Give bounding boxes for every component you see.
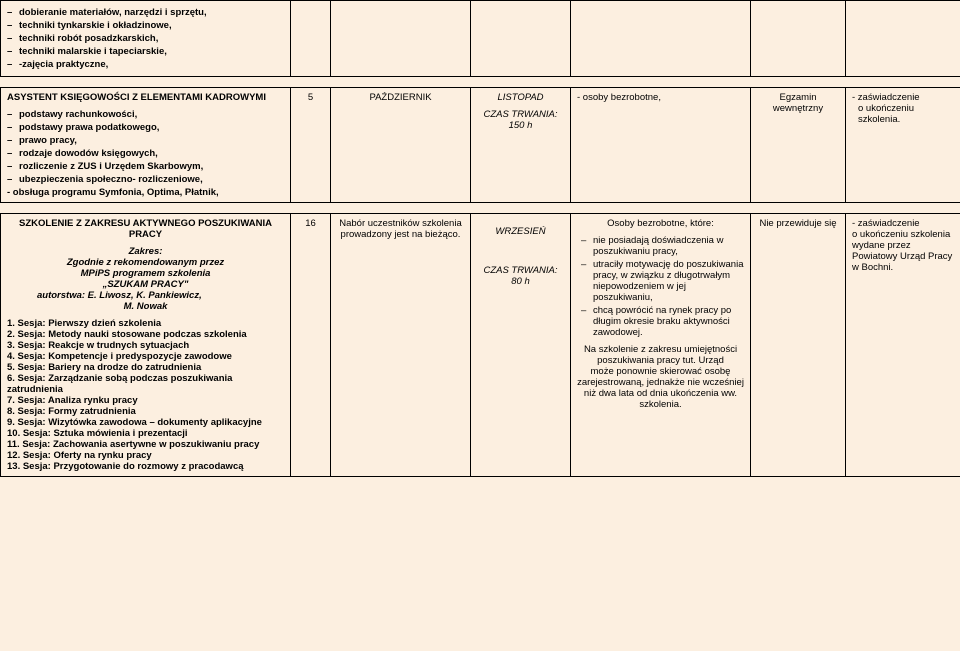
- list-item: podstawy rachunkowości,: [7, 109, 284, 120]
- cert-line: - zaświadczenie: [852, 92, 954, 103]
- list-item: techniki tynkarskie i okładzinowe,: [7, 20, 284, 31]
- spacer-row: [1, 77, 960, 88]
- list-item: podstawy prawa podatkowego,: [7, 122, 284, 133]
- session-line: 3. Sesja: Reakcje w trudnych sytuacjach: [7, 340, 284, 351]
- session-line: zatrudnienia: [7, 384, 284, 395]
- empty-cell: [291, 1, 331, 77]
- list-item: dobieranie materiałów, narzędzi i sprzęt…: [7, 7, 284, 18]
- target-cell: - osoby bezrobotne,: [571, 88, 751, 203]
- program-line: MPiPS programem szkolenia: [7, 268, 284, 279]
- exam-cell: Egzamin wewnętrzny: [751, 88, 846, 203]
- cert-line: o ukończeniu szkolenia.: [852, 103, 954, 125]
- duration-value: 150 h: [477, 120, 564, 131]
- cell-content: ASYSTENT KSIĘGOWOŚCI Z ELEMENTAMI KADROW…: [1, 88, 291, 203]
- table-row: dobieranie materiałów, narzędzi i sprzęt…: [1, 1, 960, 77]
- session-line: 12. Sesja: Oferty na rynku pracy: [7, 450, 284, 461]
- list-item: -zajęcia praktyczne,: [7, 59, 284, 70]
- list-item: chcą powrócić na rynek pracy po długim o…: [577, 305, 744, 338]
- period-cell: WRZESIEŃ CZAS TRWANIA: 80 h: [471, 214, 571, 477]
- program-line: „SZUKAM PRACY": [7, 279, 284, 290]
- period-cell: LISTOPAD CZAS TRWANIA: 150 h: [471, 88, 571, 203]
- empty-cell: [331, 1, 471, 77]
- list-item: rodzaje dowodów księgowych,: [7, 148, 284, 159]
- month-cell: PAŹDZIERNIK: [331, 88, 471, 203]
- list-item: ubezpieczenia społeczno- rozliczeniowe,: [7, 174, 284, 185]
- target-list: nie posiadają doświadczenia w poszukiwan…: [577, 235, 744, 338]
- list-item: utraciły motywację do poszukiwania pracy…: [577, 259, 744, 303]
- count-cell: 5: [291, 88, 331, 203]
- session-line: 8. Sesja: Formy zatrudnienia: [7, 406, 284, 417]
- document-table: dobieranie materiałów, narzędzi i sprzęt…: [0, 0, 960, 477]
- item-list: podstawy rachunkowości, podstawy prawa p…: [7, 109, 284, 185]
- program-line: Zgodnie z rekomendowanym przez: [7, 257, 284, 268]
- session-line: 7. Sesja: Analiza rynku pracy: [7, 395, 284, 406]
- duration-value: 80 h: [477, 276, 564, 287]
- empty-cell: [751, 1, 846, 77]
- enroll-cell: Nabór uczestników szkolenia prowadzony j…: [331, 214, 471, 477]
- duration-label: CZAS TRWANIA:: [477, 265, 564, 276]
- cell-content: dobieranie materiałów, narzędzi i sprzęt…: [1, 1, 291, 77]
- cell-content: SZKOLENIE Z ZAKRESU AKTYWNEGO POSZUKIWAN…: [1, 214, 291, 477]
- list-item: nie posiadają doświadczenia w poszukiwan…: [577, 235, 744, 257]
- session-line: 10. Sesja: Sztuka mówienia i prezentacji: [7, 428, 284, 439]
- empty-cell: [571, 1, 751, 77]
- period-label: LISTOPAD: [477, 92, 564, 103]
- list-item: techniki malarskie i tapeciarskie,: [7, 46, 284, 57]
- empty-cell: [471, 1, 571, 77]
- cert-cell: - zaświadczenie o ukończeniu szkolenia.: [846, 88, 960, 203]
- list-item: techniki robót posadzkarskich,: [7, 33, 284, 44]
- count-cell: 16: [291, 214, 331, 477]
- session-line: 2. Sesja: Metody nauki stosowane podczas…: [7, 329, 284, 340]
- duration-label: CZAS TRWANIA:: [477, 109, 564, 120]
- spacer-row: [1, 203, 960, 214]
- target-head: Osoby bezrobotne, które:: [577, 218, 744, 229]
- list-item: prawo pracy,: [7, 135, 284, 146]
- session-line: 11. Sesja: Zachowania asertywne w poszuk…: [7, 439, 284, 450]
- sessions-block: 1. Sesja: Pierwszy dzień szkolenia 2. Se…: [7, 318, 284, 472]
- table-row: ASYSTENT KSIĘGOWOŚCI Z ELEMENTAMI KADROW…: [1, 88, 960, 203]
- zakres-label: Zakres:: [7, 246, 284, 257]
- session-line: 5. Sesja: Bariery na drodze do zatrudnie…: [7, 362, 284, 373]
- session-line: 4. Sesja: Kompetencje i predyspozycje za…: [7, 351, 284, 362]
- tail-item: - obsługa programu Symfonia, Optima, Pła…: [7, 187, 284, 198]
- course-title: ASYSTENT KSIĘGOWOŚCI Z ELEMENTAMI KADROW…: [7, 92, 284, 103]
- session-line: 9. Sesja: Wizytówka zawodowa – dokumenty…: [7, 417, 284, 428]
- item-list: dobieranie materiałów, narzędzi i sprzęt…: [7, 7, 284, 70]
- target-tail: Na szkolenie z zakresu umiejętności posz…: [577, 344, 744, 410]
- exam-cell: Nie przewiduje się: [751, 214, 846, 477]
- course-title: SZKOLENIE Z ZAKRESU AKTYWNEGO POSZUKIWAN…: [7, 218, 284, 240]
- table-row: SZKOLENIE Z ZAKRESU AKTYWNEGO POSZUKIWAN…: [1, 214, 960, 477]
- session-line: 6. Sesja: Zarządzanie sobą podczas poszu…: [7, 373, 284, 384]
- session-line: 1. Sesja: Pierwszy dzień szkolenia: [7, 318, 284, 329]
- program-line: M. Nowak: [7, 301, 284, 312]
- empty-cell: [846, 1, 960, 77]
- target-cell: Osoby bezrobotne, które: nie posiadają d…: [571, 214, 751, 477]
- list-item: rozliczenie z ZUS i Urzędem Skarbowym,: [7, 161, 284, 172]
- cert-cell: - zaświadczenie o ukończeniu szkolenia w…: [846, 214, 960, 477]
- session-line: 13. Sesja: Przygotowanie do rozmowy z pr…: [7, 461, 284, 472]
- program-line: autorstwa: E. Liwosz, K. Pankiewicz,: [7, 290, 284, 301]
- period-label: WRZESIEŃ: [477, 226, 564, 237]
